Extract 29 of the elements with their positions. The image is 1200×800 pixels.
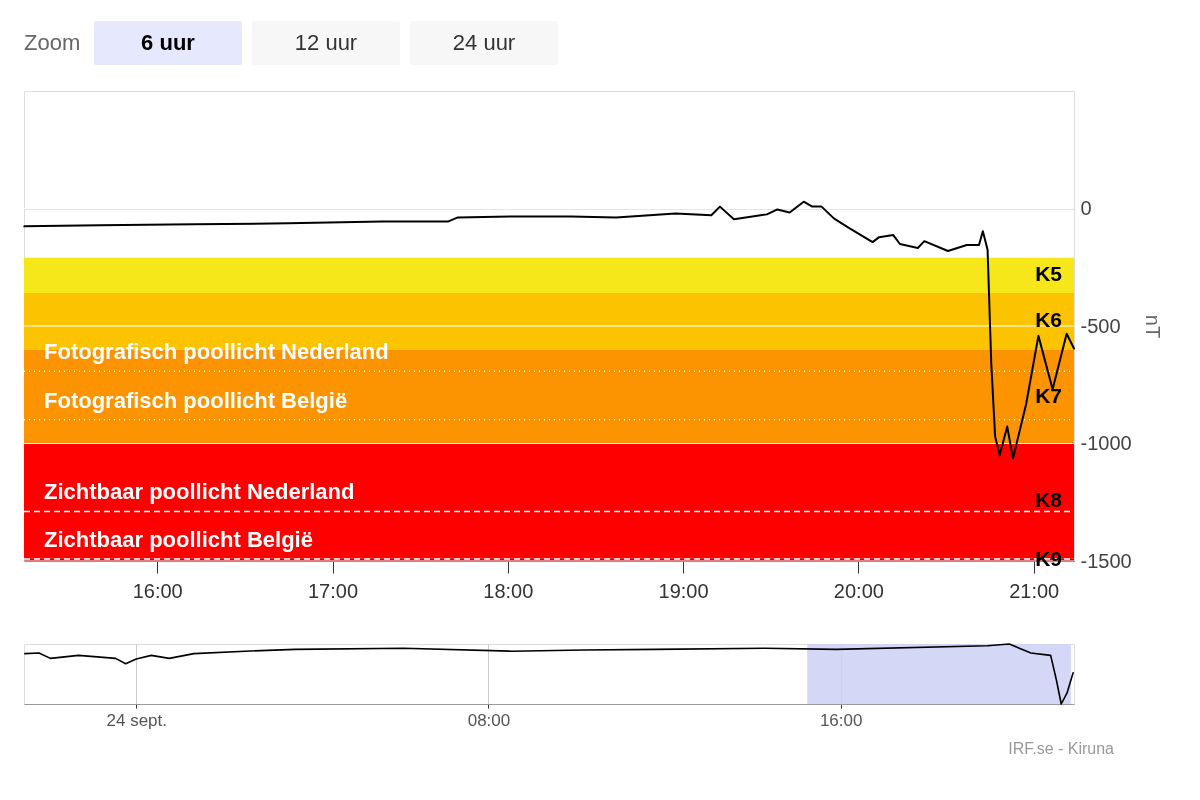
x-tick-label: 20:00 xyxy=(833,579,884,602)
x-tick-label: 18:00 xyxy=(483,579,534,602)
y-axis-title: nT xyxy=(1141,314,1164,339)
x-tick-label: 21:00 xyxy=(1009,579,1060,602)
text: 24 uur xyxy=(452,30,516,55)
band-label: K5 xyxy=(1035,262,1063,286)
text: 6 uur xyxy=(141,30,196,55)
x-tick-label: 24 sept. xyxy=(106,710,168,730)
y-tick-label: -1500 xyxy=(1080,549,1132,572)
y-tick-label: 0 xyxy=(1080,197,1092,219)
text: 12 uur xyxy=(294,30,358,55)
text: IRF.se - Kiruna xyxy=(1008,740,1115,757)
band-label: K6 xyxy=(1035,308,1062,332)
ref-line-label: Zichtbaar poollicht België xyxy=(44,527,313,553)
ref-line-label: Fotografisch poollicht Nederland xyxy=(44,339,389,365)
x-tick-label: 19:00 xyxy=(658,579,709,602)
line-series xyxy=(23,200,1075,460)
ref-line-label: Zichtbaar poollicht Nederland xyxy=(44,479,355,505)
text: Zoom xyxy=(24,30,81,55)
y-tick-label: -500 xyxy=(1080,314,1121,337)
x-tick-label: 16:00 xyxy=(819,710,863,730)
x-tick-label: 17:00 xyxy=(307,579,359,602)
x-tick-label: 08:00 xyxy=(467,710,511,730)
ref-line-label: Fotografisch poollicht België xyxy=(44,387,348,413)
band-label: K8 xyxy=(1035,488,1063,512)
x-tick-label: 16:00 xyxy=(132,579,183,602)
y-tick-label: -1000 xyxy=(1080,432,1132,454)
band-label: K9 xyxy=(1035,546,1062,570)
band-label: K7 xyxy=(1035,383,1062,407)
